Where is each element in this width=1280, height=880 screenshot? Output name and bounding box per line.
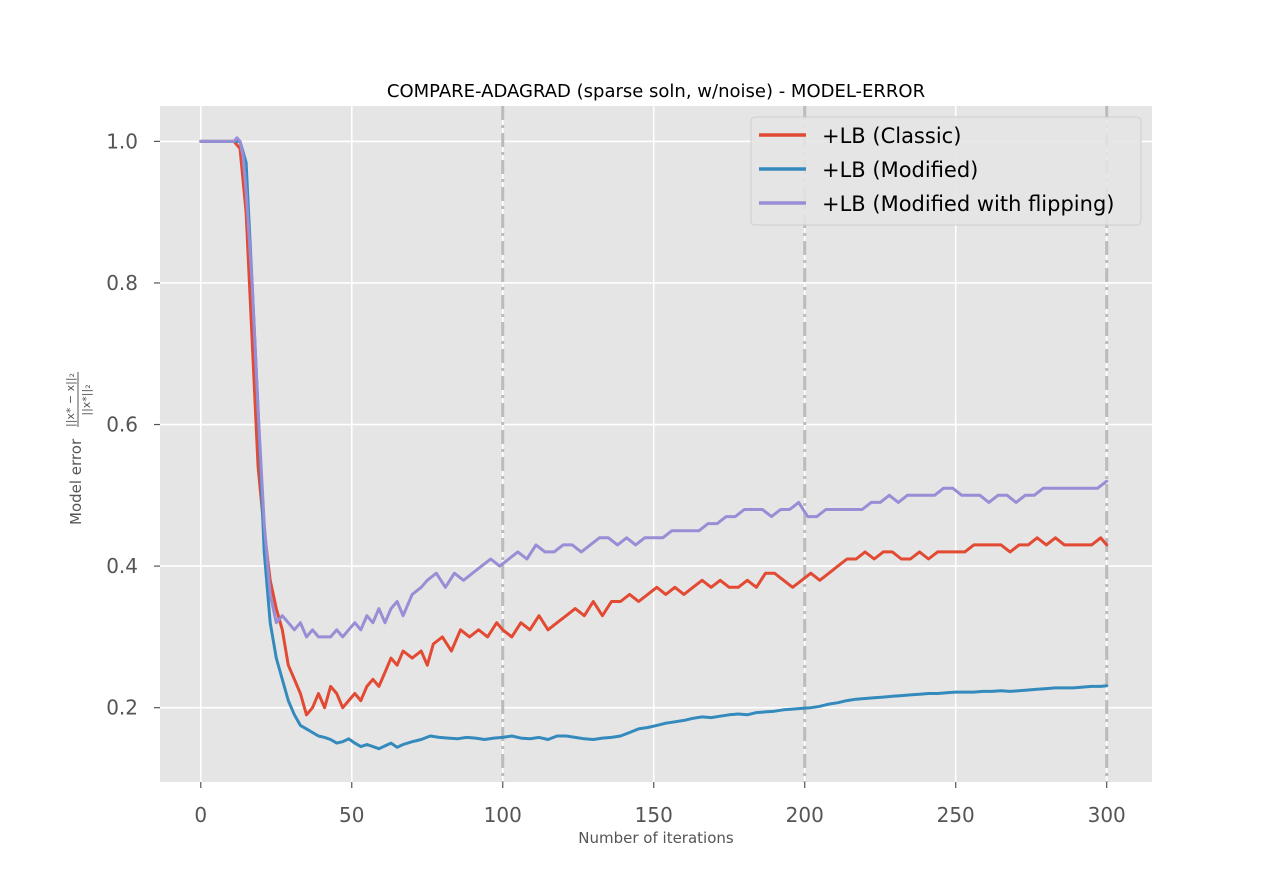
x-tick-label: 50 [339, 803, 364, 827]
legend-label-3: +LB (Modified with flipping) [822, 192, 1114, 216]
x-tick-label: 300 [1088, 803, 1126, 827]
legend-label-2: +LB (Modified) [822, 158, 978, 182]
legend-label-1: +LB (Classic) [822, 124, 961, 148]
y-axis-label-prefix: Model error [67, 438, 85, 525]
x-tick-label: 100 [484, 803, 522, 827]
y-axis-label-denominator: ||x*||₂ [80, 384, 93, 415]
series-lines [199, 136, 1109, 751]
series-line-2 [199, 139, 1109, 751]
legend-box [750, 116, 1142, 226]
legend: +LB (Classic) +LB (Modified) +LB (Modified… [750, 116, 1142, 226]
y-tick-label: 1.0 [106, 129, 138, 153]
y-axis-label-numerator: ||x* − x||₂ [64, 373, 77, 427]
y-tick-label: 0.8 [106, 271, 138, 295]
chart-title: COMPARE-ADAGRAD (sparse soln, w/noise) -… [387, 81, 925, 102]
x-tick-label: 0 [194, 803, 207, 827]
x-axis: 0 50 100 150 200 250 300 [194, 782, 1126, 827]
y-axis: 0.2 0.4 0.6 0.8 1.0 [106, 129, 160, 720]
x-tick-label: 150 [635, 803, 673, 827]
y-axis-label: Model error ||x* − x||₂ ||x*||₂ [64, 372, 93, 525]
series-line-1 [199, 139, 1109, 717]
y-tick-label: 0.4 [106, 554, 138, 578]
x-tick-label: 200 [786, 803, 824, 827]
y-tick-label: 0.2 [106, 696, 138, 720]
series-line-3 [199, 136, 1109, 639]
x-axis-label: Number of iterations [578, 829, 734, 847]
x-tick-label: 250 [937, 803, 975, 827]
y-tick-label: 0.6 [106, 413, 138, 437]
